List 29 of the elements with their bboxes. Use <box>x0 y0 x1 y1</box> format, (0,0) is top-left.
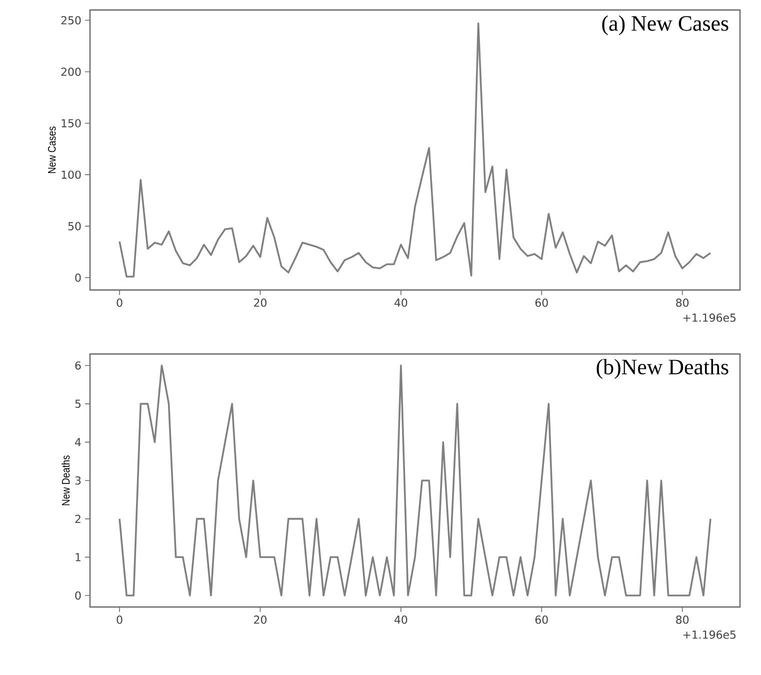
x-tick-label: 60 <box>535 298 548 307</box>
x-tick-label: 80 <box>676 298 689 307</box>
y-tick-label: 0 <box>75 591 81 600</box>
y-tick-label: 0 <box>75 274 81 282</box>
y-tick-label: 100 <box>62 170 81 179</box>
x-tick-label: 20 <box>254 616 266 624</box>
text: +1.196e5 <box>683 630 736 639</box>
chart-title: (a) New Cases <box>602 15 728 36</box>
y-tick-label: 150 <box>62 119 81 128</box>
chart-title: (b)New Deaths <box>596 358 728 379</box>
x-tick-label: 0 <box>116 616 122 624</box>
y-tick-label: 3 <box>75 476 81 485</box>
y-tick-label: 6 <box>75 361 81 370</box>
text: +1.196e5 <box>683 314 736 322</box>
x-tick-label: 40 <box>394 298 408 307</box>
y-tick-label: 2 <box>75 514 80 523</box>
x-tick-label: 20 <box>254 298 266 307</box>
y-tick-label: 1 <box>76 553 80 562</box>
x-tick-label: 0 <box>116 298 122 307</box>
y-tick-label: 5 <box>75 400 81 408</box>
y-tick-label: 200 <box>61 68 81 76</box>
y-axis-title: New Deaths <box>62 455 70 506</box>
y-tick-label: 250 <box>61 16 81 24</box>
y-tick-label: 4 <box>75 438 81 446</box>
x-tick-label: 80 <box>676 616 689 624</box>
x-tick-label: 60 <box>535 616 548 624</box>
y-tick-label: 50 <box>68 222 81 230</box>
y-axis-title: New Cases <box>48 126 56 174</box>
x-tick-label: 40 <box>394 616 408 624</box>
